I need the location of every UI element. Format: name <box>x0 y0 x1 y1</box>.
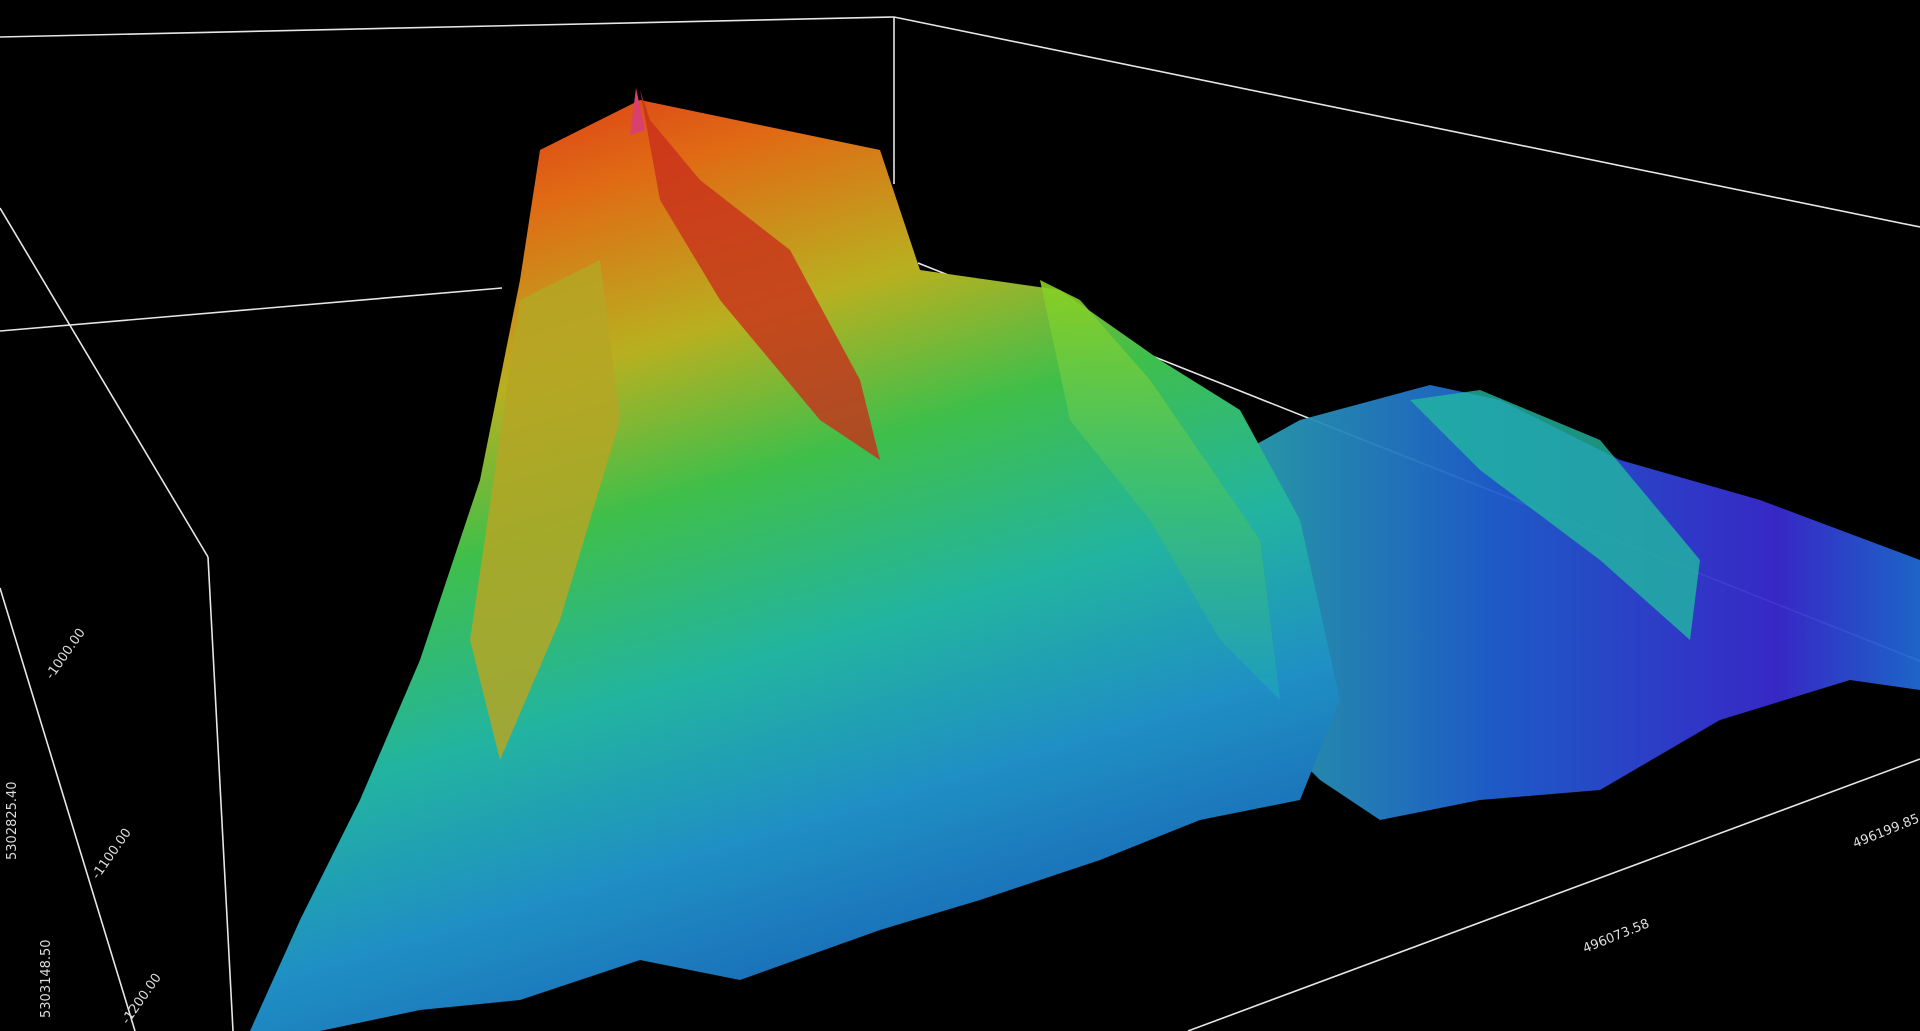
z-axis-label: -1100.00 <box>89 826 135 882</box>
x-axis-label: 496199.85 <box>1851 811 1920 851</box>
y-axis-label: 5303148.50 <box>39 939 54 1018</box>
x-axis-label: 496073.58 <box>1581 916 1652 956</box>
surface <box>250 88 1920 1031</box>
y-axis-label: 5302825.40 <box>5 781 20 860</box>
z-axis-label: -1000.00 <box>43 626 89 682</box>
